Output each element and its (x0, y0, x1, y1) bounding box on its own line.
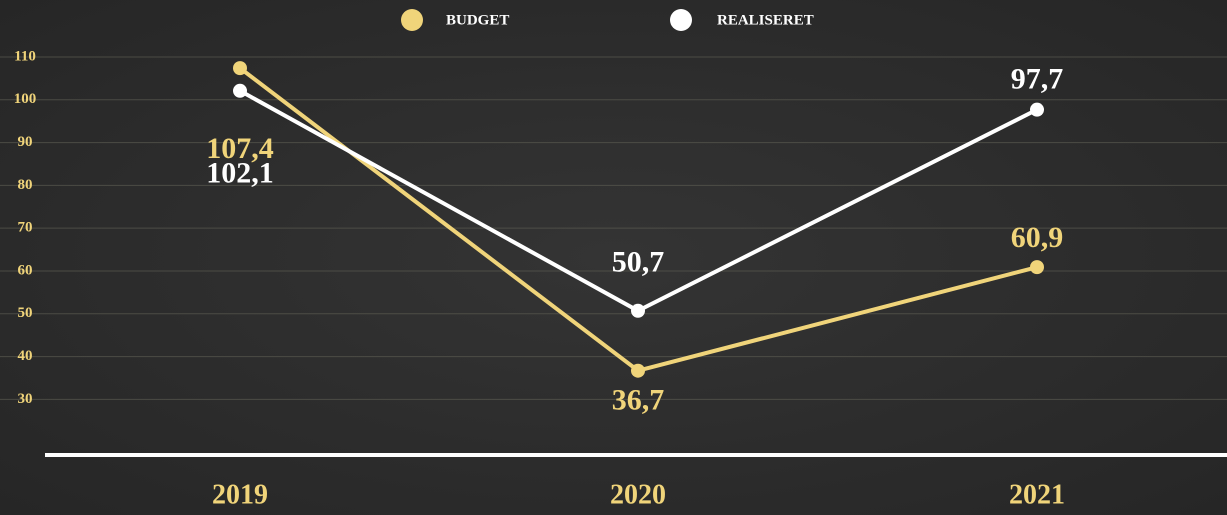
series-line (238, 66, 1038, 373)
y-tick-label: 50 (18, 305, 33, 321)
y-tick-label: 100 (14, 91, 37, 107)
x-tick-label: 2019 (212, 479, 268, 510)
x-tick-label: 2020 (610, 479, 666, 510)
data-point (631, 303, 645, 318)
data-point (1030, 260, 1044, 275)
y-tick-label: 40 (18, 348, 33, 364)
legend-marker (401, 9, 423, 31)
data-label: 36,7 (612, 384, 665, 417)
data-point (233, 61, 247, 76)
legend-label: REALISERET (717, 12, 814, 28)
y-tick-label: 90 (18, 134, 33, 150)
data-label: 102,1 (206, 157, 274, 190)
y-tick-label: 30 (18, 391, 33, 407)
data-point (1030, 102, 1044, 117)
y-tick-label: 70 (18, 220, 33, 236)
y-tick-label: 60 (18, 262, 33, 278)
data-label: 97,7 (1011, 63, 1064, 96)
data-label: 107,4 (206, 132, 274, 165)
data-point (631, 363, 645, 378)
data-point (233, 83, 247, 98)
data-label: 60,9 (1011, 221, 1064, 254)
y-tick-label: 80 (18, 177, 33, 193)
x-tick-label: 2021 (1009, 479, 1065, 510)
y-tick-label: 110 (14, 48, 36, 64)
legend-label: BUDGET (446, 12, 509, 28)
legend-marker (670, 9, 692, 31)
data-label: 50,7 (612, 246, 665, 279)
